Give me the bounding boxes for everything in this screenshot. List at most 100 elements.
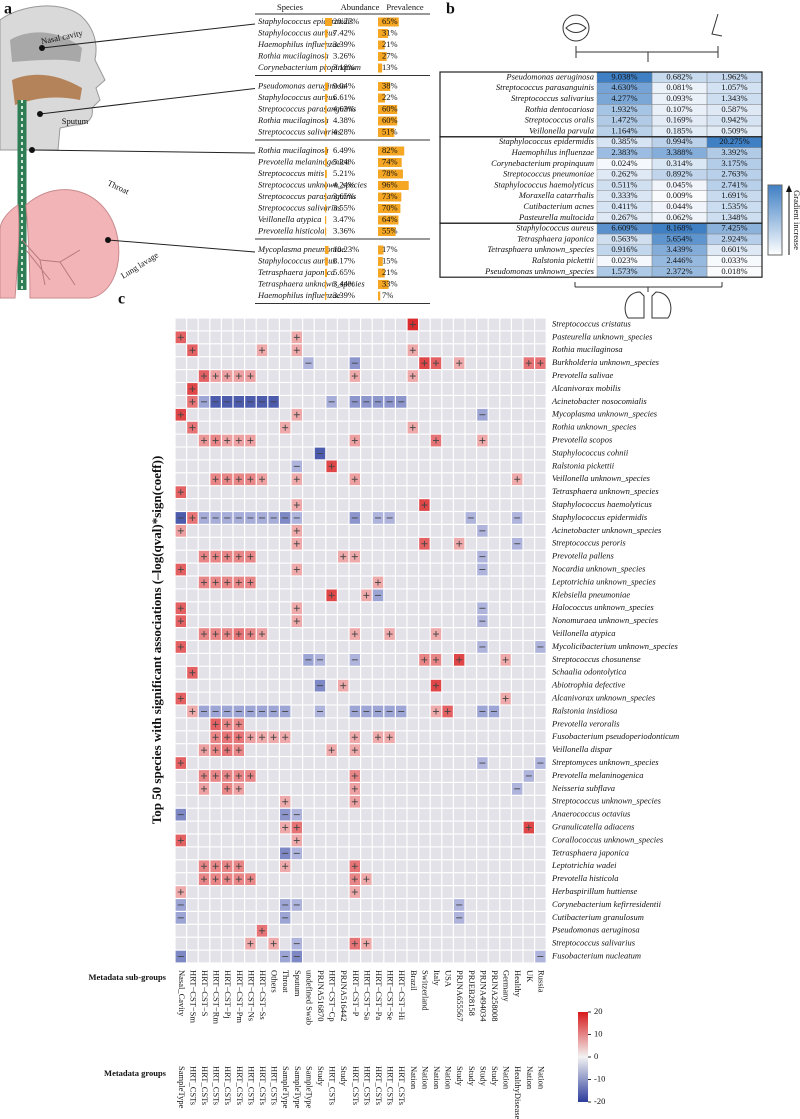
empty-cell xyxy=(500,666,511,679)
empty-cell xyxy=(268,950,279,963)
empty-cell xyxy=(442,899,453,911)
empty-cell xyxy=(338,421,349,434)
empty-cell xyxy=(407,795,418,808)
value-label: 0.411% xyxy=(612,201,638,211)
empty-cell xyxy=(338,886,349,898)
empty-cell xyxy=(512,563,523,576)
empty-cell xyxy=(198,344,210,357)
empty-cell xyxy=(465,808,476,821)
empty-cell xyxy=(303,460,314,473)
species-name: Veillonella parvula xyxy=(529,125,594,135)
subgroup-label: Nasal_Cavity xyxy=(177,970,187,1017)
subgroup-label: Others xyxy=(270,970,280,993)
empty-cell xyxy=(198,654,210,666)
empty-cell xyxy=(454,525,465,537)
group-label: Nation xyxy=(432,1066,442,1090)
empty-cell xyxy=(361,344,372,357)
empty-cell xyxy=(198,383,210,395)
empty-cell xyxy=(187,899,198,911)
empty-cell xyxy=(535,705,546,718)
empty-cell xyxy=(535,447,546,460)
empty-cell xyxy=(187,602,198,615)
empty-cell xyxy=(291,666,302,679)
empty-cell xyxy=(233,331,244,344)
empty-cell xyxy=(361,834,372,847)
empty-cell xyxy=(512,950,523,963)
empty-cell xyxy=(175,576,186,589)
species-name: Haemophilus influenzae xyxy=(257,39,341,49)
empty-cell xyxy=(465,795,476,808)
empty-cell xyxy=(233,421,244,434)
empty-cell xyxy=(326,383,337,395)
empty-cell xyxy=(372,357,384,369)
empty-cell xyxy=(407,808,418,821)
empty-cell xyxy=(256,370,268,382)
empty-cell xyxy=(407,757,418,769)
row-label: Streptococcus salivarius xyxy=(552,938,636,948)
empty-cell xyxy=(314,899,326,911)
empty-cell xyxy=(454,821,465,834)
group-label: Study xyxy=(455,1066,465,1087)
empty-cell xyxy=(245,447,256,460)
empty-cell xyxy=(256,615,268,627)
empty-cell xyxy=(187,783,198,795)
empty-cell xyxy=(245,757,256,769)
empty-cell xyxy=(222,537,233,550)
empty-cell xyxy=(280,473,291,486)
empty-cell xyxy=(454,331,465,344)
empty-cell xyxy=(523,924,534,937)
prevalence-bar xyxy=(378,128,395,137)
empty-cell xyxy=(442,950,453,963)
empty-cell xyxy=(535,899,546,911)
empty-cell xyxy=(488,550,500,563)
empty-cell xyxy=(349,641,360,653)
empty-cell xyxy=(268,447,279,460)
value-label: 4.630% xyxy=(611,82,637,92)
empty-cell xyxy=(477,770,488,782)
value-label: 4.277% xyxy=(611,93,637,103)
abundance-bar xyxy=(325,257,328,266)
empty-cell xyxy=(361,886,372,898)
empty-cell xyxy=(500,383,511,395)
empty-cell xyxy=(419,860,430,873)
empty-cell xyxy=(396,821,407,834)
value-label: 2.924% xyxy=(721,233,747,243)
site-pointer xyxy=(41,23,256,49)
empty-cell xyxy=(512,847,523,860)
empty-cell xyxy=(477,912,488,924)
empty-cell xyxy=(465,357,476,369)
empty-cell xyxy=(477,396,488,408)
empty-cell xyxy=(268,344,279,357)
empty-cell xyxy=(419,318,430,331)
abundance-label: 4.63% xyxy=(333,103,355,113)
subgroup-label: HRT−CST−Pa xyxy=(374,970,384,1020)
empty-cell xyxy=(523,860,534,873)
empty-cell xyxy=(326,408,337,421)
empty-cell xyxy=(419,563,430,576)
empty-cell xyxy=(500,602,511,615)
empty-cell xyxy=(198,834,210,847)
empty-cell xyxy=(396,860,407,873)
empty-cell xyxy=(372,434,384,447)
colorbar-tick-label: 10 xyxy=(594,1028,603,1038)
empty-cell xyxy=(233,589,244,602)
row-label: Rothia unknown_species xyxy=(551,422,637,432)
prevalence-label: 55% xyxy=(382,225,398,235)
empty-cell xyxy=(512,744,523,756)
species-name: Rothia dentocariosa xyxy=(524,104,594,114)
empty-cell xyxy=(280,744,291,756)
empty-cell xyxy=(314,847,326,860)
empty-cell xyxy=(245,924,256,937)
empty-cell xyxy=(465,383,476,395)
prevalence-bar xyxy=(378,17,399,27)
empty-cell xyxy=(280,783,291,795)
empty-cell xyxy=(396,318,407,331)
empty-cell xyxy=(314,950,326,963)
empty-cell xyxy=(326,628,337,640)
empty-cell xyxy=(245,860,256,873)
empty-cell xyxy=(280,357,291,369)
empty-cell xyxy=(291,744,302,756)
species-name: Streptococcus salivarius xyxy=(511,93,595,103)
empty-cell xyxy=(396,924,407,937)
empty-cell xyxy=(477,537,488,550)
